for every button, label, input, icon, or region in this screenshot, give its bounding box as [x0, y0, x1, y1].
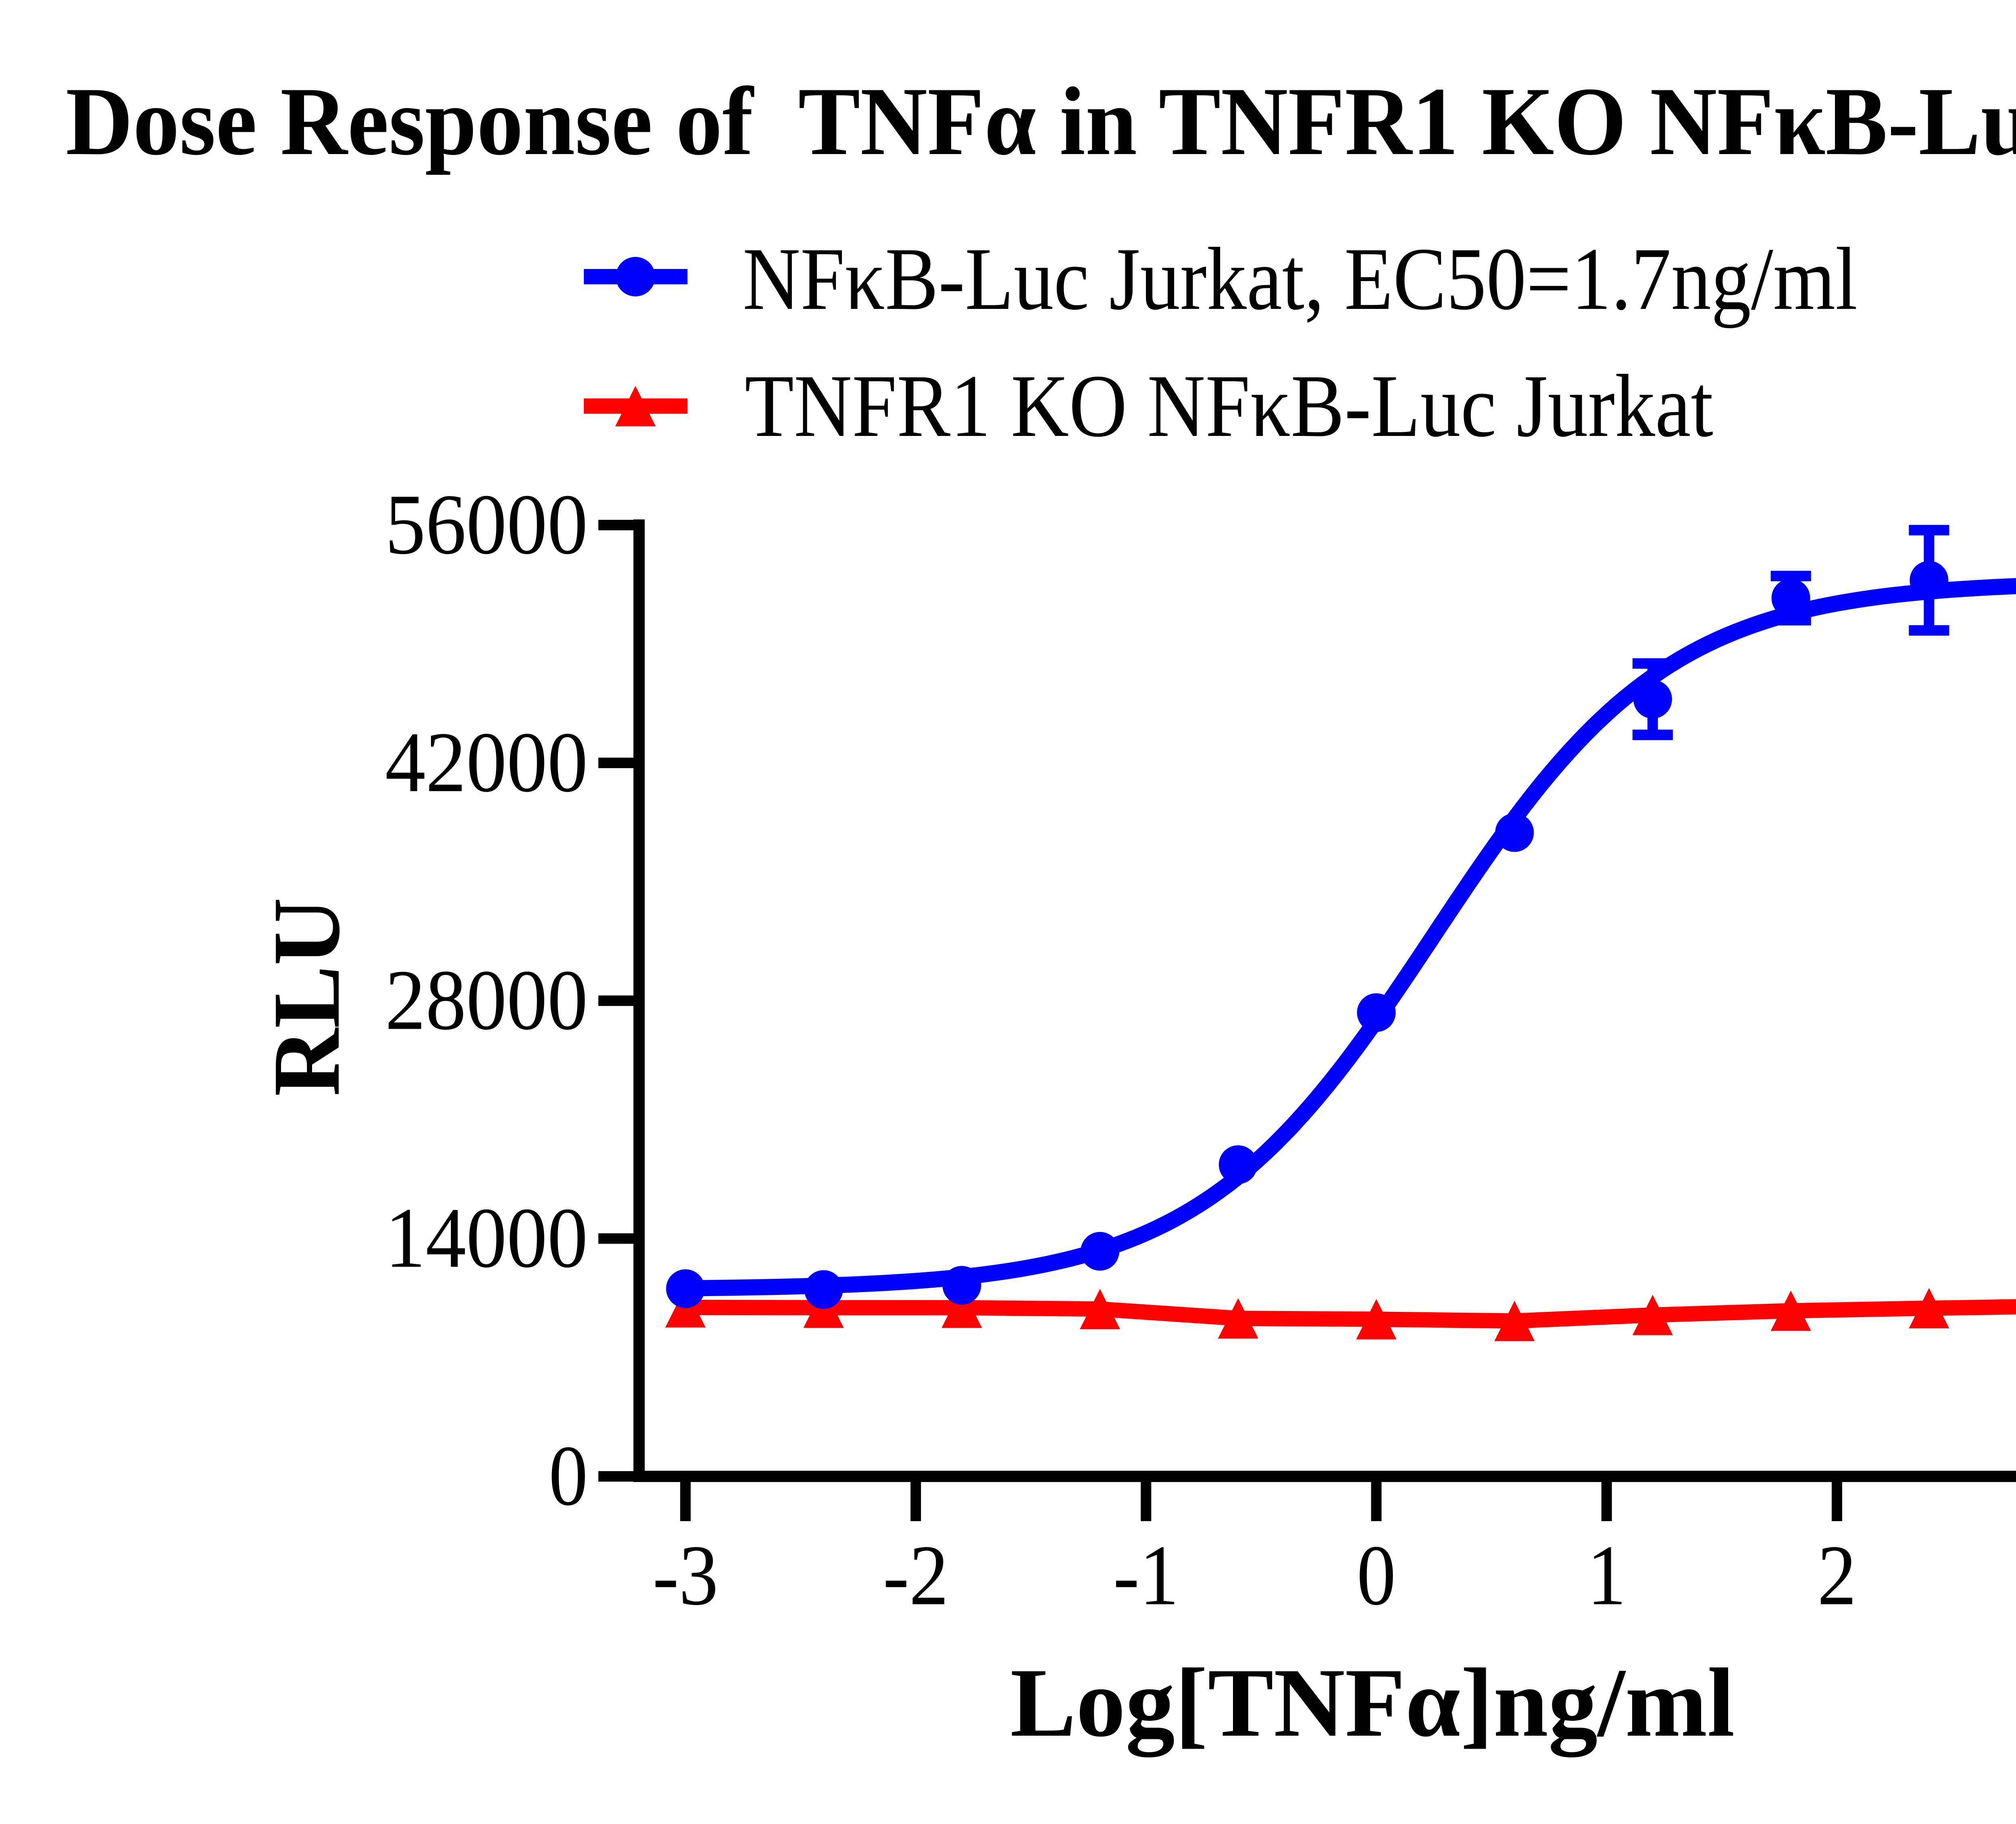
svg-text:2: 2	[1817, 1528, 1856, 1623]
svg-text:0: 0	[549, 1428, 588, 1524]
svg-text:14000: 14000	[385, 1190, 588, 1286]
svg-text:-1: -1	[1113, 1528, 1179, 1623]
svg-text:Dose Response of TNFα in TNFR: Dose Response of TNFα in TNFR1 KO NFκB-L…	[66, 67, 2016, 175]
svg-text:RLU: RLU	[254, 898, 360, 1096]
svg-text:-2: -2	[883, 1528, 949, 1623]
svg-text:28000: 28000	[385, 953, 588, 1048]
svg-text:-3: -3	[653, 1528, 719, 1623]
svg-text:1: 1	[1587, 1528, 1626, 1623]
svg-text:0: 0	[1357, 1528, 1396, 1623]
svg-text:42000: 42000	[385, 715, 588, 810]
svg-text:56000: 56000	[385, 477, 588, 572]
svg-text:TNFR1 KO NFκB-Luc Jurkat: TNFR1 KO NFκB-Luc Jurkat	[745, 356, 1713, 456]
svg-text:NFκB-Luc Jurkat, EC50=1.7ng/ml: NFκB-Luc Jurkat, EC50=1.7ng/ml	[743, 229, 1858, 329]
svg-text:Log[TNFα]ng/ml: Log[TNFα]ng/ml	[1010, 1648, 1735, 1757]
